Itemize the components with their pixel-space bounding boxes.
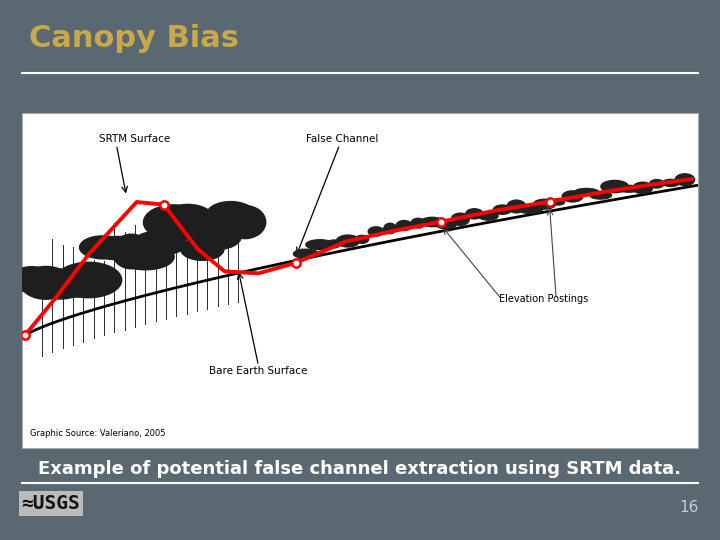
Ellipse shape bbox=[396, 220, 412, 231]
Ellipse shape bbox=[207, 201, 255, 227]
Ellipse shape bbox=[552, 199, 564, 205]
Ellipse shape bbox=[356, 235, 369, 244]
Ellipse shape bbox=[534, 199, 556, 209]
Text: False Channel: False Channel bbox=[306, 134, 378, 144]
Ellipse shape bbox=[112, 234, 150, 269]
Text: SRTM Surface: SRTM Surface bbox=[99, 134, 171, 144]
Ellipse shape bbox=[451, 213, 469, 225]
Ellipse shape bbox=[181, 238, 224, 260]
Ellipse shape bbox=[91, 237, 143, 260]
Ellipse shape bbox=[507, 200, 526, 213]
Ellipse shape bbox=[47, 273, 102, 297]
Ellipse shape bbox=[601, 180, 629, 193]
Ellipse shape bbox=[55, 262, 122, 298]
Text: Elevation Postings: Elevation Postings bbox=[499, 294, 588, 305]
Ellipse shape bbox=[575, 188, 598, 194]
Ellipse shape bbox=[161, 205, 216, 239]
Ellipse shape bbox=[143, 205, 204, 240]
Text: ≈USGS: ≈USGS bbox=[22, 494, 81, 513]
Ellipse shape bbox=[518, 205, 543, 213]
Text: Bare Earth Surface: Bare Earth Surface bbox=[210, 366, 307, 376]
Ellipse shape bbox=[384, 223, 397, 234]
Ellipse shape bbox=[20, 266, 71, 299]
Text: Canopy Bias: Canopy Bias bbox=[29, 24, 239, 53]
Ellipse shape bbox=[675, 174, 695, 185]
Ellipse shape bbox=[11, 267, 53, 292]
FancyBboxPatch shape bbox=[22, 113, 698, 448]
Ellipse shape bbox=[192, 224, 241, 249]
Ellipse shape bbox=[562, 191, 583, 202]
Ellipse shape bbox=[616, 185, 642, 192]
Text: Example of potential false channel extraction using SRTM data.: Example of potential false channel extra… bbox=[38, 460, 682, 478]
Ellipse shape bbox=[411, 218, 426, 228]
Ellipse shape bbox=[436, 220, 456, 229]
Ellipse shape bbox=[493, 205, 511, 214]
Text: 16: 16 bbox=[679, 500, 698, 515]
Ellipse shape bbox=[328, 240, 341, 248]
Ellipse shape bbox=[368, 227, 384, 236]
Ellipse shape bbox=[306, 240, 334, 249]
Ellipse shape bbox=[132, 231, 186, 255]
Ellipse shape bbox=[336, 235, 359, 247]
Ellipse shape bbox=[479, 212, 498, 220]
Ellipse shape bbox=[420, 217, 444, 227]
Ellipse shape bbox=[590, 192, 611, 199]
Ellipse shape bbox=[466, 209, 483, 219]
Ellipse shape bbox=[34, 269, 86, 299]
Ellipse shape bbox=[224, 206, 266, 239]
Ellipse shape bbox=[294, 249, 318, 258]
Ellipse shape bbox=[633, 182, 652, 194]
Ellipse shape bbox=[117, 244, 174, 270]
Text: Graphic Source: Valeriano, 2005: Graphic Source: Valeriano, 2005 bbox=[30, 429, 165, 438]
Ellipse shape bbox=[80, 236, 126, 259]
Ellipse shape bbox=[649, 180, 664, 188]
Ellipse shape bbox=[662, 179, 680, 186]
